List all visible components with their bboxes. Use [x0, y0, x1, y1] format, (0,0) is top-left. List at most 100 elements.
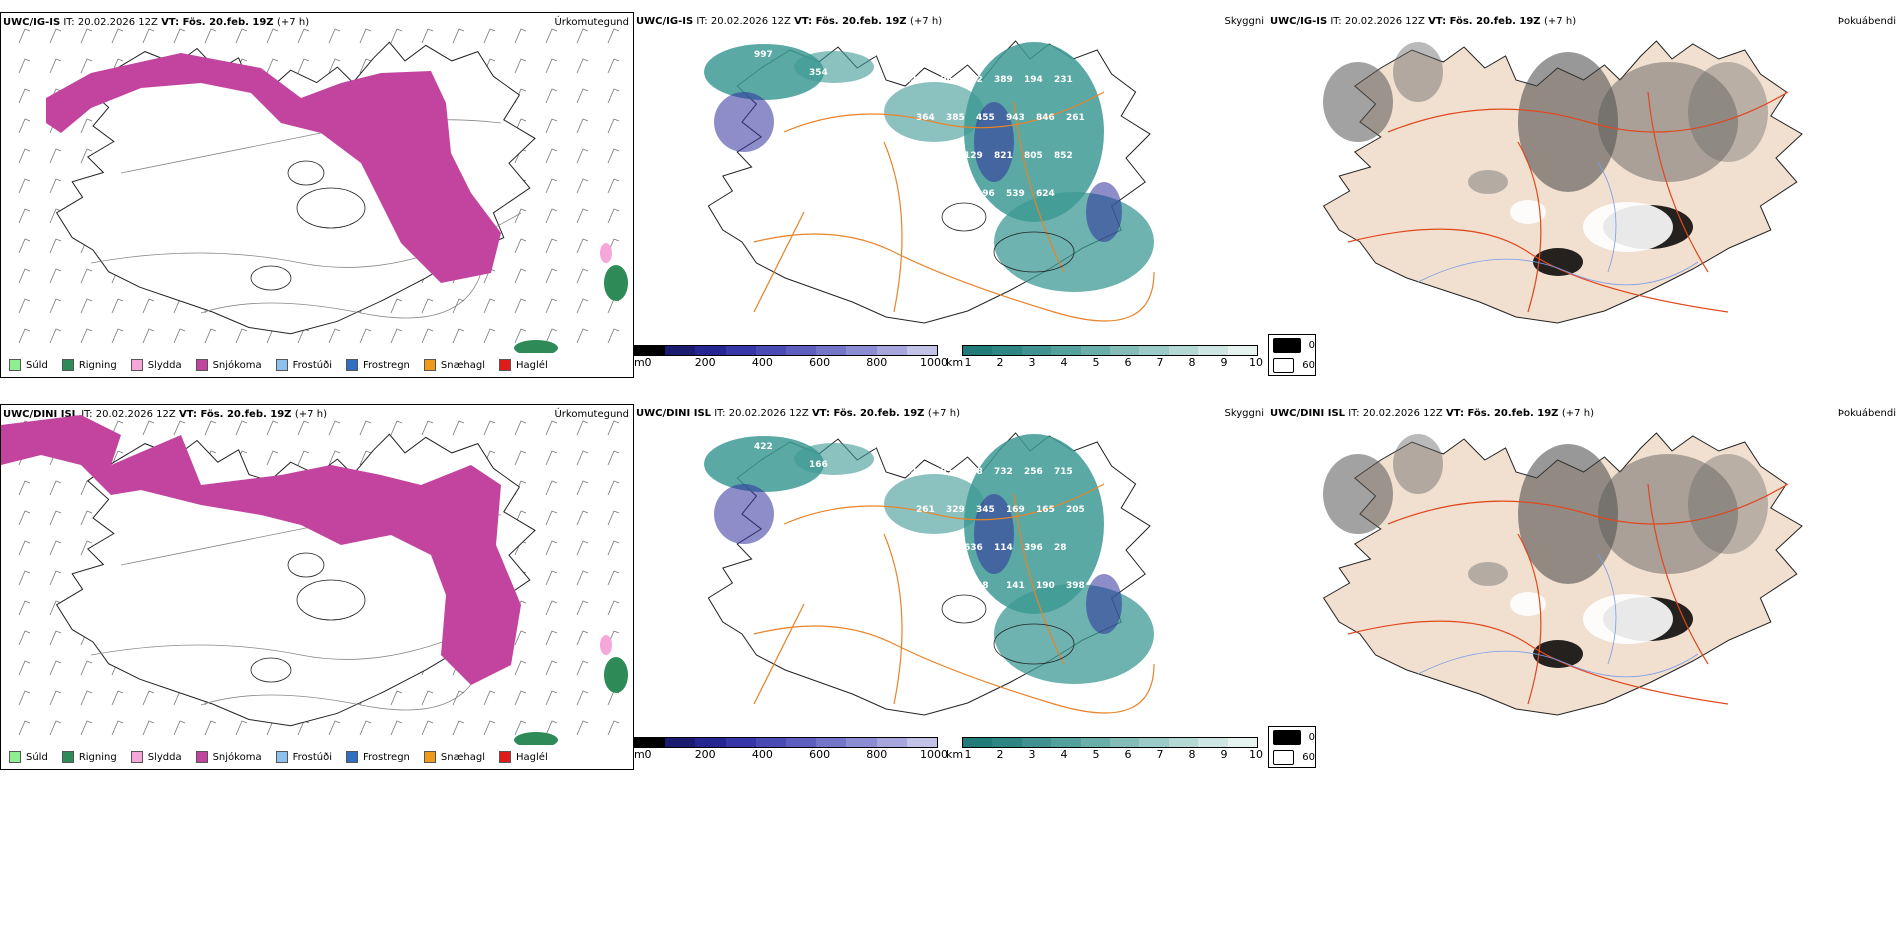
precip-legend: Súld Rigning Slydda Snjókoma Frostúði Frostre… [9, 359, 562, 374]
visibility-field [704, 42, 1154, 292]
wind-barb [49, 540, 62, 556]
glacier-white [1510, 200, 1546, 224]
lead-time: (+7 h) [294, 409, 327, 420]
glacier-white [1583, 202, 1673, 252]
colorbar-swatch [725, 738, 756, 747]
wind-barb [483, 690, 496, 706]
wind-barb [545, 118, 558, 134]
initial-time-label: IT: [63, 17, 78, 28]
initial-time: 20.02.2026 12Z [1344, 16, 1429, 27]
wind-barb [514, 630, 527, 646]
wind-barb [607, 208, 620, 224]
wind-barb [49, 630, 62, 646]
wind-barb [421, 298, 434, 314]
wind-barb [390, 690, 403, 706]
road [200, 664, 482, 711]
wind-barb [607, 178, 620, 194]
colorbar-swatch [1051, 346, 1081, 355]
valid-time-label: VT: [178, 409, 201, 420]
wind-barb [235, 328, 248, 344]
wind-barb [111, 690, 124, 706]
legend-swatch [61, 359, 74, 371]
roads [1347, 91, 1789, 313]
initial-time: 20.02.2026 12Z [77, 17, 162, 28]
legend-label: Haglél [516, 751, 548, 763]
wind-barb [18, 570, 31, 586]
cloud-base-label: 398 [1066, 581, 1085, 591]
wind-barb [452, 298, 465, 314]
cloud-base-label: 389 [994, 75, 1013, 85]
cloud-base-label: 846 [1036, 113, 1055, 123]
low-cloud-area [714, 92, 774, 152]
colorbar-swatch [1080, 346, 1111, 355]
wind-barb [49, 510, 62, 526]
wind-barb [80, 328, 93, 344]
glacier-outline [296, 187, 366, 229]
wind-barb [576, 660, 589, 676]
legend-item: Slydda [130, 359, 182, 371]
road [883, 533, 903, 705]
wind-barb [607, 118, 620, 134]
initial-time-label: IT: [714, 408, 729, 419]
cloud-base-label: 205 [1066, 505, 1085, 515]
wind-barb [204, 720, 217, 736]
valid-time: Fös. 20.feb. 19Z [182, 17, 278, 28]
road [1347, 620, 1729, 705]
legend-swatch [423, 359, 436, 371]
legend-item: Frostregn [346, 359, 410, 371]
colorbar-tick: 8 [1188, 748, 1196, 761]
wind-barb [607, 328, 620, 344]
lead-time: (+7 h) [927, 408, 960, 419]
low-visibility-area [794, 51, 874, 83]
wind-barb [49, 268, 62, 284]
fog-legend-label: 60 [1302, 751, 1315, 763]
wind-barb [328, 28, 341, 44]
colorbar-tick: 6 [1124, 748, 1132, 761]
cloud-base-label: 422 [754, 442, 773, 452]
wind-barb [142, 690, 155, 706]
colorbar-swatch [786, 346, 817, 355]
colorbar-tick: 5 [1092, 748, 1100, 761]
fog-dark-area [1518, 52, 1618, 192]
wind-barb [514, 420, 527, 436]
fog-black-area [1533, 640, 1583, 668]
low-visibility-area [994, 584, 1154, 684]
wind-barb [173, 328, 186, 344]
colorbar-tick: 9 [1220, 748, 1228, 761]
colorbar-tick: 5 [1092, 356, 1100, 369]
wind-barb [173, 420, 186, 436]
wind-barb [80, 690, 93, 706]
visibility-unit: km [946, 748, 964, 761]
roads [753, 483, 1155, 714]
wind-barb [390, 28, 403, 44]
roads [1347, 483, 1789, 705]
cloud-base-label: 997 [754, 50, 773, 60]
wind-barb [514, 268, 527, 284]
legend-swatch [61, 751, 74, 763]
sleet-area [600, 243, 612, 263]
wind-barb [576, 298, 589, 314]
wind-barb [49, 690, 62, 706]
model-name: UWC/DINI ISL [636, 408, 712, 419]
road [1647, 91, 1709, 273]
wind-barb [18, 238, 31, 254]
road [783, 483, 1105, 525]
cloud-base-label: 256 [1024, 467, 1043, 477]
wind-barb [18, 630, 31, 646]
road [1013, 493, 1065, 665]
model-name: UWC/IG-IS [1270, 16, 1328, 27]
cloud-base-label: 821 [994, 151, 1013, 161]
initial-time: 20.02.2026 12Z [710, 16, 795, 27]
valid-time: Fös. 20.feb. 19Z [815, 16, 911, 27]
wind-barb [452, 720, 465, 736]
low-cloud-area [1086, 182, 1122, 242]
panel-title: UWC/IG-IS IT: 20.02.2026 12Z VT: Fös. 20… [1270, 16, 1576, 27]
precip-type-panel: UWC/DINI ISL IT: 20.02.2026 12Z VT: Fös.… [0, 404, 634, 770]
panel-title: UWC/DINI ISL IT: 20.02.2026 12Z VT: Fös.… [3, 409, 327, 420]
visibility-unit: km [946, 356, 964, 369]
colorbar-swatch [816, 346, 847, 355]
road [753, 603, 805, 705]
wind-barb [545, 328, 558, 344]
colorbar-swatch [1227, 738, 1258, 747]
low-visibility-area [704, 44, 824, 100]
